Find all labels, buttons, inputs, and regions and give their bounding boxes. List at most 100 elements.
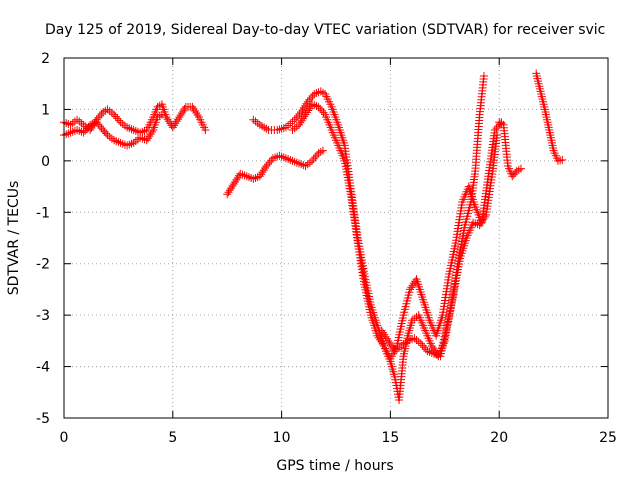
data-point	[429, 344, 438, 353]
data-point	[316, 104, 325, 113]
data-point	[295, 120, 304, 129]
data-point	[190, 106, 199, 115]
data-point	[227, 184, 236, 193]
data-point	[495, 120, 504, 129]
data-point	[304, 106, 313, 115]
data-point	[408, 281, 417, 290]
data-point	[264, 160, 272, 169]
data-point	[255, 172, 264, 181]
data-point	[232, 175, 241, 184]
data-point	[174, 115, 183, 124]
data-point	[407, 283, 416, 292]
data-point	[110, 110, 119, 119]
data-point	[138, 127, 147, 136]
data-point	[405, 285, 414, 294]
data-point	[302, 108, 311, 117]
data-point	[492, 124, 501, 133]
data-point	[479, 214, 488, 223]
y-tick-label: -4	[36, 360, 50, 376]
data-point	[516, 164, 525, 173]
x-tick-label: 15	[381, 430, 399, 446]
x-tick-label: 10	[273, 430, 291, 446]
data-point	[257, 170, 266, 179]
data-point	[308, 156, 317, 165]
data-point	[318, 146, 327, 155]
data-point	[493, 131, 502, 140]
data-point	[107, 108, 116, 117]
data-point	[231, 177, 240, 186]
data-point	[381, 332, 390, 341]
y-tick-label: 0	[41, 154, 50, 170]
data-point	[170, 121, 179, 130]
data-point	[102, 129, 111, 138]
data-point	[290, 115, 299, 124]
data-point	[224, 188, 233, 197]
data-point	[143, 134, 152, 143]
data-point	[475, 221, 484, 230]
data-point	[382, 334, 391, 343]
data-point	[162, 113, 171, 122]
y-tick-label: -1	[36, 205, 50, 221]
data-point	[189, 104, 198, 113]
data-point	[317, 106, 326, 115]
data-point	[111, 112, 120, 121]
data-point	[306, 93, 315, 102]
data-point	[172, 117, 181, 126]
data-point	[490, 126, 499, 134]
y-tick-label: -3	[36, 308, 50, 324]
data-point	[478, 217, 487, 226]
data-point	[377, 326, 386, 335]
data-point	[95, 122, 104, 131]
data-point	[105, 132, 114, 141]
data-point	[293, 111, 302, 120]
data-point	[125, 140, 134, 149]
data-point	[81, 126, 90, 135]
y-axis-label: SDTVAR / TECUs	[6, 181, 22, 296]
x-tick-label: 0	[60, 430, 69, 446]
data-point	[380, 330, 389, 339]
data-point	[296, 118, 305, 127]
data-point	[395, 343, 404, 352]
data-point	[97, 109, 106, 118]
y-tick-label: -5	[36, 411, 50, 427]
data-point	[480, 212, 489, 221]
data-point	[262, 162, 271, 170]
data-point	[379, 328, 388, 337]
data-point	[558, 155, 567, 164]
data-point	[386, 340, 395, 349]
data-point	[229, 180, 238, 188]
data-point	[193, 111, 202, 120]
data-point	[311, 153, 320, 161]
data-point	[146, 130, 155, 139]
data-point	[373, 331, 382, 340]
data-point	[73, 115, 82, 124]
data-point	[118, 120, 127, 128]
data-point	[305, 95, 314, 104]
data-point	[176, 111, 185, 120]
data-point	[319, 108, 328, 117]
data-point	[314, 102, 323, 111]
data-point	[420, 343, 429, 352]
y-tick-label: -2	[36, 257, 50, 273]
data-point	[164, 117, 173, 126]
data-point	[412, 336, 421, 344]
data-point	[180, 104, 189, 113]
y-tick-label: 2	[41, 51, 50, 67]
data-point	[188, 102, 197, 111]
data-point	[249, 115, 258, 124]
data-point	[228, 182, 237, 191]
data-point	[251, 117, 260, 126]
axis-ticks: 0 5 10 15 20 25 -5 -4 -3 -2 -1 0 1 2	[36, 51, 617, 446]
data-point	[265, 158, 274, 167]
x-axis-label: GPS time / hours	[276, 458, 393, 474]
data-point	[299, 103, 308, 112]
data-point	[388, 343, 397, 352]
data-point	[275, 125, 284, 134]
data-point	[77, 119, 86, 128]
data-point	[179, 106, 188, 115]
plot-frame	[63, 57, 609, 419]
data-point	[298, 105, 307, 114]
data-point	[175, 113, 184, 122]
data-point	[105, 107, 114, 116]
